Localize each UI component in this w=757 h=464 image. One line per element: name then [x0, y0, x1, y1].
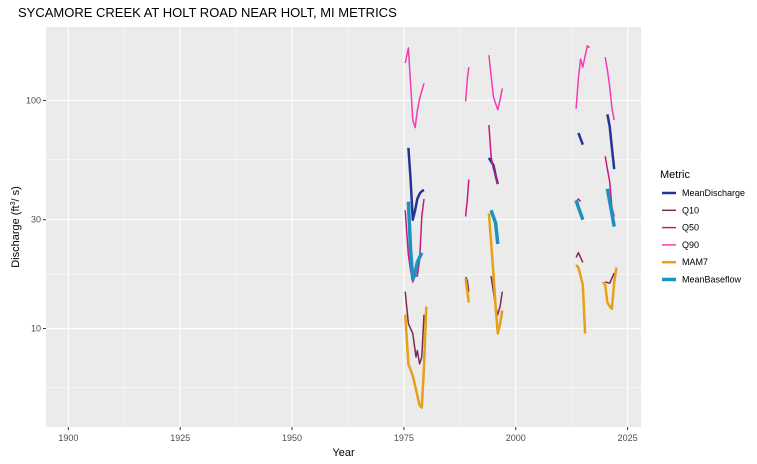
series-line-mam7	[403, 306, 428, 409]
series-line-mam7	[575, 264, 587, 334]
y-axis-title: Discharge (ft3/ s)	[10, 186, 22, 268]
x-tick-label: 2000	[506, 433, 526, 443]
series-line-mam7	[601, 267, 618, 311]
legend-label-q10: Q10	[682, 205, 699, 215]
major-gridlines	[46, 27, 641, 427]
y-axis-title-prefix: Discharge (ft	[10, 205, 22, 267]
series-line-q90	[604, 56, 615, 121]
legend: MeanDischarge Q10 Q50 Q90 MAM7 MeanBaseflow	[662, 188, 745, 285]
series-line-meandischarge	[407, 147, 425, 221]
series-line-meanbaseflow	[489, 209, 500, 245]
legend-label-q90: Q90	[682, 240, 699, 250]
series-line-q90	[575, 44, 591, 109]
x-tick-label: 1950	[282, 433, 302, 443]
y-axis-title-suffix: / s)	[10, 186, 22, 201]
legend-label-mam7: MAM7	[682, 257, 708, 267]
x-axis-title: Year	[332, 447, 355, 459]
series-line-meanbaseflow	[406, 201, 424, 281]
x-tick-label: 1900	[58, 433, 78, 443]
y-tick-label: 10	[31, 324, 41, 334]
series-line-mam7	[464, 278, 471, 303]
legend-label-q50: Q50	[682, 223, 699, 233]
series-line-meandischarge	[577, 132, 584, 146]
chart-title: SYCAMORE CREEK AT HOLT ROAD NEAR HOLT, M…	[18, 5, 397, 20]
minor-gridlines	[46, 27, 641, 427]
y-axis-title-superscript: 3	[10, 201, 17, 205]
y-tick-label: 30	[31, 215, 41, 225]
series-line-meanbaseflow	[574, 199, 585, 221]
series-lines	[403, 44, 618, 409]
x-tick-label: 1975	[394, 433, 414, 443]
series-line-q90	[464, 67, 470, 102]
series-line-q90	[488, 55, 504, 111]
series-line-mam7	[487, 213, 504, 335]
y-axis-ticks: 10 30 100	[26, 95, 46, 334]
y-tick-label: 100	[26, 95, 41, 105]
x-axis-ticks: 1900 1925 1950 1975 2000 2025	[58, 427, 638, 443]
series-line-q50	[488, 125, 499, 185]
legend-label-meandischarge: MeanDischarge	[682, 188, 745, 198]
series-line-q10	[464, 276, 470, 292]
legend-title: Metric	[660, 169, 690, 181]
series-line-meanbaseflow	[605, 188, 616, 227]
series-line-q10	[605, 272, 615, 284]
series-line-q50	[464, 179, 470, 217]
x-tick-label: 1925	[170, 433, 190, 443]
series-line-q90	[404, 47, 425, 129]
series-line-q10	[575, 251, 584, 263]
series-line-meandischarge	[606, 114, 616, 170]
series-line-q10	[404, 291, 425, 365]
x-tick-label: 2025	[618, 433, 638, 443]
legend-label-meanbaseflow: MeanBaseflow	[682, 275, 742, 285]
plot-panel	[46, 27, 641, 427]
